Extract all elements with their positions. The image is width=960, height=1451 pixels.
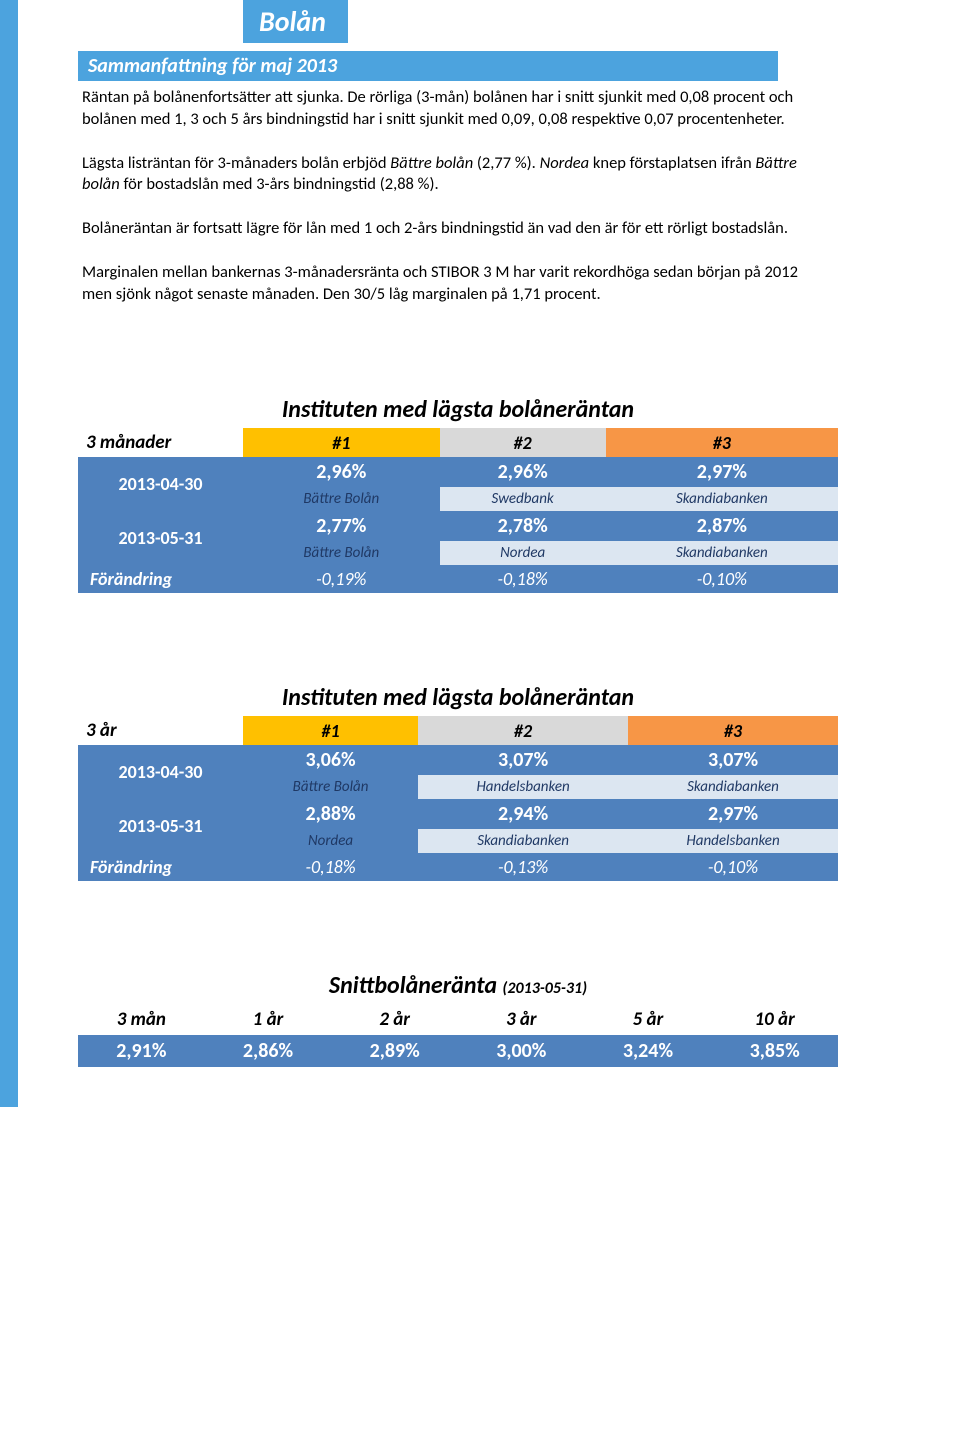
label-cell: Bättre Bolån: [243, 541, 440, 565]
summary-body: Räntan på bolånenfortsätter att sjunka. …: [78, 81, 818, 305]
date-cell: 2013-05-31: [78, 799, 243, 853]
change-cell: -0,10%: [606, 565, 838, 593]
value-cell: 2,96%: [243, 457, 440, 487]
rate-section-3m: Instituten med lägsta bolåneräntan 3 mån…: [78, 395, 838, 593]
rate-section-3y: Instituten med lägsta bolåneräntan 3 år …: [78, 683, 838, 881]
table-row: 2013-05-31 2,77% 2,78% 2,87%: [78, 511, 838, 541]
change-row: Förändring -0,18% -0,13% -0,10%: [78, 853, 838, 881]
page-title: Bolån: [243, 0, 348, 43]
avg-value: 3,85%: [711, 1035, 838, 1067]
label-cell: Skandiabanken: [606, 487, 838, 511]
table-row: 2013-04-30 2,96% 2,96% 2,97%: [78, 457, 838, 487]
summary-p2: Lägsta listräntan för 3-månaders bolån e…: [82, 153, 814, 197]
summary-p1: Räntan på bolånenfortsätter att sjunka. …: [82, 87, 814, 131]
avg-header: 1 år: [205, 1004, 332, 1035]
avg-header: 10 år: [711, 1004, 838, 1035]
avg-header: 2 år: [331, 1004, 458, 1035]
avg-section: Snittbolåneränta (2013-05-31) 3 mån 1 år…: [78, 971, 838, 1067]
value-cell: 3,07%: [628, 745, 838, 775]
rate-table-3m: 3 månader #1 #2 #3 2013-04-30 2,96% 2,96…: [78, 428, 838, 593]
label-cell: Swedbank: [440, 487, 606, 511]
label-cell: Skandiabanken: [606, 541, 838, 565]
value-cell: 2,97%: [628, 799, 838, 829]
change-label: Förändring: [78, 565, 243, 593]
rank-3: #3: [628, 716, 838, 745]
value-cell: 3,06%: [243, 745, 418, 775]
avg-header-row: 3 mån 1 år 2 år 3 år 5 år 10 år: [78, 1004, 838, 1035]
value-cell: 2,87%: [606, 511, 838, 541]
label-cell: Handelsbanken: [418, 775, 628, 799]
change-row: Förändring -0,19% -0,18% -0,10%: [78, 565, 838, 593]
table-row: 2013-05-31 2,88% 2,94% 2,97%: [78, 799, 838, 829]
rank-row: 3 år #1 #2 #3: [78, 716, 838, 745]
date-cell: 2013-04-30: [78, 457, 243, 511]
value-cell: 2,88%: [243, 799, 418, 829]
rate-table-3y: 3 år #1 #2 #3 2013-04-30 3,06% 3,07% 3,0…: [78, 716, 838, 881]
rank-1: #1: [243, 716, 418, 745]
page-frame: Bolån Sammanfattning för maj 2013 Räntan…: [0, 0, 960, 1107]
avg-header: 5 år: [585, 1004, 712, 1035]
change-cell: -0,10%: [628, 853, 838, 881]
date-cell: 2013-04-30: [78, 745, 243, 799]
rate-section-title-3y: Instituten med lägsta bolåneräntan: [78, 683, 838, 712]
summary-heading: Sammanfattning för maj 2013: [78, 51, 778, 81]
avg-subtitle: (2013-05-31): [502, 979, 587, 998]
rank-2: #2: [440, 428, 606, 457]
rank-left-header: 3 år: [78, 716, 243, 745]
content: Sammanfattning för maj 2013 Räntan på bo…: [78, 51, 838, 1067]
avg-header: 3 år: [458, 1004, 585, 1035]
avg-title: Snittbolåneränta (2013-05-31): [78, 971, 838, 1000]
avg-value: 2,89%: [331, 1035, 458, 1067]
label-cell: Bättre Bolån: [243, 775, 418, 799]
rate-section-title-3m: Instituten med lägsta bolåneräntan: [78, 395, 838, 424]
avg-table: 3 mån 1 år 2 år 3 år 5 år 10 år 2,91% 2,…: [78, 1004, 838, 1067]
date-cell: 2013-05-31: [78, 511, 243, 565]
change-label: Förändring: [78, 853, 243, 881]
avg-value: 2,86%: [205, 1035, 332, 1067]
summary-p4: Marginalen mellan bankernas 3-månadersrä…: [82, 262, 814, 306]
change-cell: -0,13%: [418, 853, 628, 881]
rank-left-header: 3 månader: [78, 428, 243, 457]
avg-header: 3 mån: [78, 1004, 205, 1035]
value-cell: 2,97%: [606, 457, 838, 487]
avg-value: 3,24%: [585, 1035, 712, 1067]
label-cell: Bättre Bolån: [243, 487, 440, 511]
value-cell: 3,07%: [418, 745, 628, 775]
value-cell: 2,94%: [418, 799, 628, 829]
change-cell: -0,18%: [243, 853, 418, 881]
rank-1: #1: [243, 428, 440, 457]
summary-p3: Bolåneräntan är fortsatt lägre för lån m…: [82, 218, 814, 240]
change-cell: -0,18%: [440, 565, 606, 593]
avg-value: 3,00%: [458, 1035, 585, 1067]
avg-title-text: Snittbolåneränta: [329, 971, 497, 1000]
label-cell: Nordea: [440, 541, 606, 565]
rank-3: #3: [606, 428, 838, 457]
page-title-bar: Bolån: [18, 0, 960, 43]
value-cell: 2,96%: [440, 457, 606, 487]
avg-value: 2,91%: [78, 1035, 205, 1067]
table-row: 2013-04-30 3,06% 3,07% 3,07%: [78, 745, 838, 775]
value-cell: 2,78%: [440, 511, 606, 541]
label-cell: Handelsbanken: [628, 829, 838, 853]
label-cell: Skandiabanken: [418, 829, 628, 853]
label-cell: Nordea: [243, 829, 418, 853]
rank-row: 3 månader #1 #2 #3: [78, 428, 838, 457]
value-cell: 2,77%: [243, 511, 440, 541]
rank-2: #2: [418, 716, 628, 745]
label-cell: Skandiabanken: [628, 775, 838, 799]
change-cell: -0,19%: [243, 565, 440, 593]
avg-value-row: 2,91% 2,86% 2,89% 3,00% 3,24% 3,85%: [78, 1035, 838, 1067]
